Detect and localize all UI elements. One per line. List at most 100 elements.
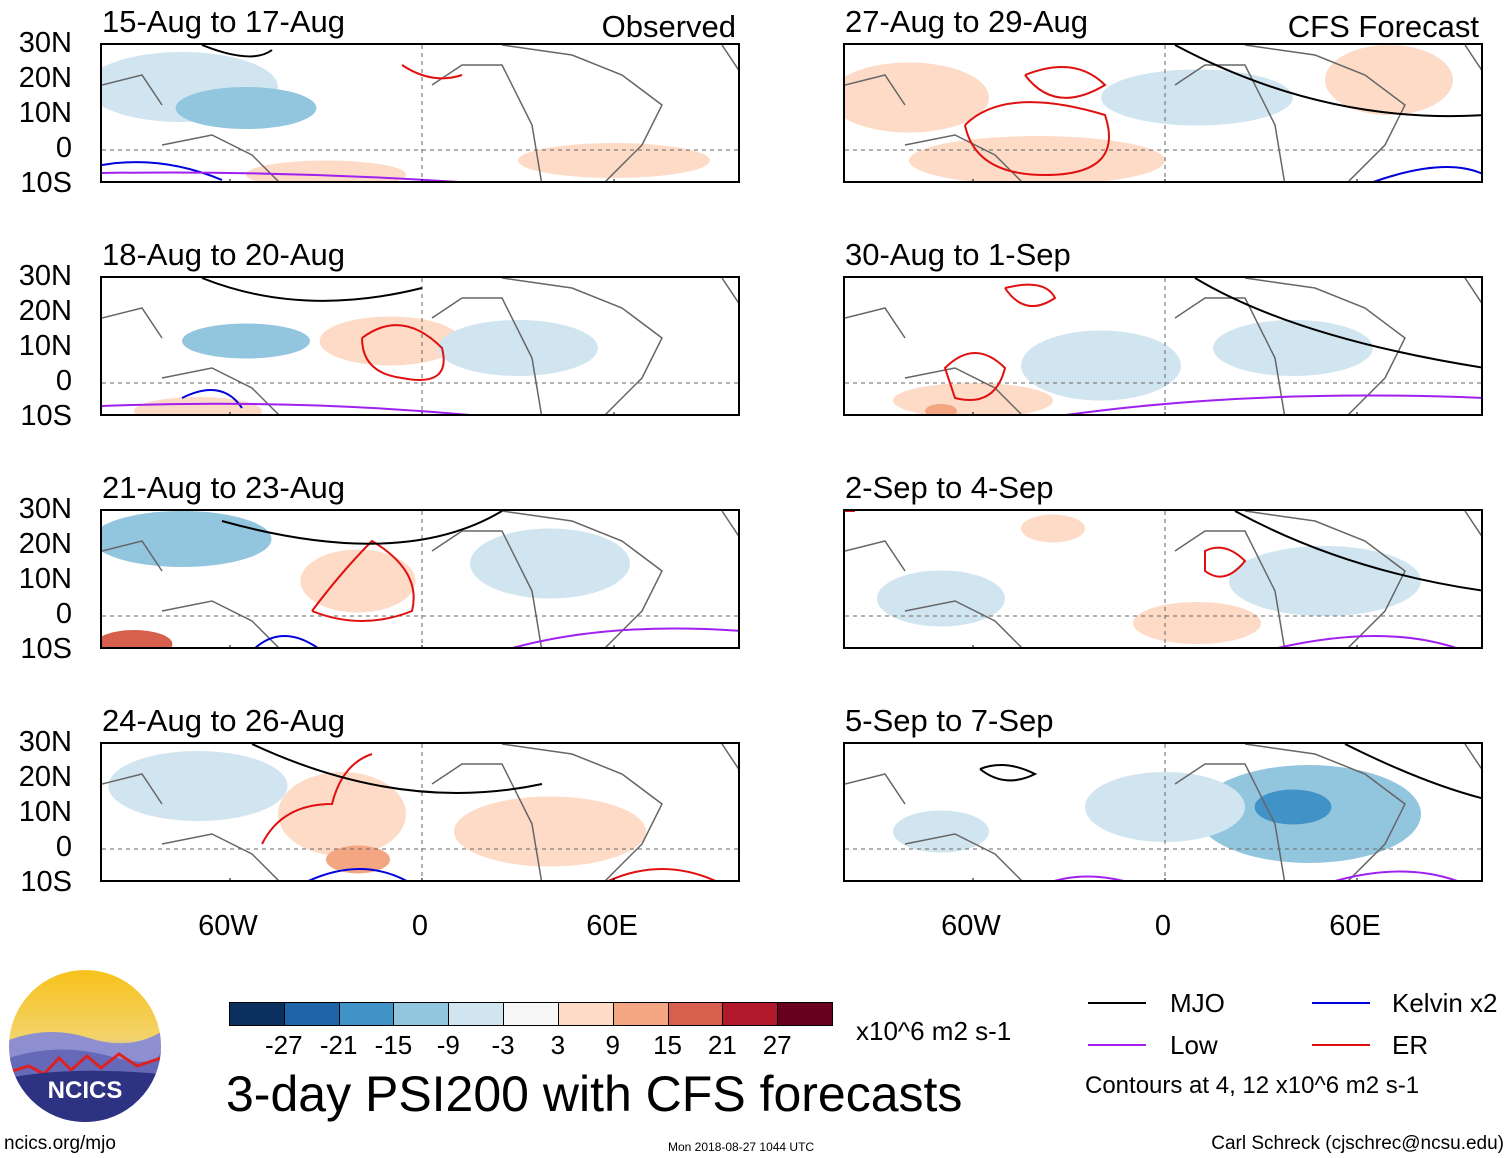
colorbar-units: x10^6 m2 s-1 [856, 1016, 1012, 1046]
contour-line [1054, 875, 1124, 880]
colorbar-swatch [338, 1002, 395, 1026]
footer-timestamp: Mon 2018-08-27 1044 UTC [668, 1140, 815, 1154]
anomaly-shading [893, 810, 989, 853]
legend-line-kelvin [1312, 1002, 1370, 1004]
contour-line [255, 635, 318, 647]
colorbar-swatch [557, 1002, 614, 1026]
contour-line [964, 101, 1110, 177]
contour-line [1335, 870, 1458, 880]
legend-label-kelvin: Kelvin x2 [1392, 988, 1498, 1018]
contour-line [102, 161, 223, 181]
map-panel [100, 509, 740, 649]
coastline [845, 278, 1481, 414]
map-panel [100, 276, 740, 416]
colorbar-label: 9 [605, 1030, 620, 1060]
x-tick-label: 60E [586, 910, 638, 942]
x-tick-label: 60E [1329, 910, 1381, 942]
contour-line [1065, 394, 1481, 414]
legend-line-mjo [1088, 1002, 1146, 1004]
y-tick-label: 0 [55, 365, 72, 397]
anomaly-shading [326, 845, 390, 874]
anomaly-shading [925, 404, 957, 414]
y-tick-label: 30N [18, 260, 72, 292]
panel-title: 15-Aug to 17-Aug [102, 4, 346, 39]
colorbar-label: -15 [374, 1030, 413, 1060]
panel-title: 18-Aug to 20-Aug [102, 237, 346, 272]
panel-title: 21-Aug to 23-Aug [102, 470, 346, 505]
y-tick-label: 0 [55, 831, 72, 863]
anomaly-shading [108, 751, 288, 821]
y-tick-label: 10N [18, 796, 72, 828]
colorbar-label: 3 [550, 1030, 566, 1060]
coastline [102, 511, 738, 647]
legend-label-low: Low [1170, 1030, 1218, 1060]
y-tick-label: 10S [20, 866, 72, 898]
coastline [102, 278, 738, 414]
contour-line [201, 45, 273, 58]
logo-graphic: NCICS [9, 970, 161, 1122]
anomaly-shading [1021, 330, 1181, 401]
colorbar-swatch [448, 1002, 505, 1026]
contour-note: Contours at 4, 12 x10^6 m2 s-1 [1085, 1072, 1420, 1099]
anomaly-shading [102, 511, 272, 567]
y-tick-label: 10S [20, 167, 72, 199]
ncics-logo: NCICS [9, 970, 161, 1122]
anomaly-shading [845, 62, 989, 133]
contour-line [311, 539, 415, 622]
contour-line [102, 171, 460, 181]
legend-line-er [1312, 1044, 1370, 1046]
y-tick-label: 10N [18, 563, 72, 595]
contour-line [261, 753, 373, 845]
colorbar-swatch [722, 1002, 779, 1026]
y-tick-label: 10S [20, 633, 72, 665]
colorbar-label: 27 [762, 1030, 792, 1060]
anomaly-shading [470, 528, 630, 599]
y-tick-label: 20N [18, 761, 72, 793]
contour-line [1194, 278, 1481, 369]
y-tick-label: 30N [18, 726, 72, 758]
contour-line [251, 744, 543, 794]
panel-title: 2-Sep to 4-Sep [845, 470, 1054, 505]
anomaly-shading [182, 323, 310, 359]
contour-line [361, 324, 445, 381]
panel-tag: CFS Forecast [1287, 9, 1479, 44]
y-tick-label: 10N [18, 330, 72, 362]
anomaly-shading [246, 160, 406, 181]
colorbar-label: -9 [436, 1030, 460, 1060]
anomaly-shading [909, 136, 1165, 181]
panel-title: 30-Aug to 1-Sep [845, 237, 1071, 272]
map-panel [100, 742, 740, 882]
colorbar-swatch [283, 1002, 340, 1026]
anomaly-shading [278, 772, 406, 856]
y-tick-label: 10N [18, 97, 72, 129]
contour-line [401, 64, 463, 80]
map-panel [100, 43, 740, 183]
footer-site-link[interactable]: ncics.org/mjo [4, 1133, 116, 1154]
colorbar-swatch [777, 1002, 833, 1026]
contour-line [1204, 546, 1247, 578]
colorbar-swatch [667, 1002, 724, 1026]
contour-line [1373, 166, 1481, 181]
panel-title: 27-Aug to 29-Aug [845, 4, 1089, 39]
colorbar-label: 21 [707, 1030, 737, 1060]
contour-line [979, 764, 1038, 782]
colorbar-label: -21 [319, 1030, 358, 1060]
contour-line [1277, 635, 1457, 647]
panel-title: 5-Sep to 7-Sep [845, 703, 1054, 738]
y-tick-label: 20N [18, 295, 72, 327]
anomaly-shading [1133, 602, 1261, 644]
y-tick-label: 30N [18, 27, 72, 59]
contour-line [943, 352, 1007, 401]
contour-line [608, 868, 716, 880]
footer-author: Carl Schreck (cjschrec@ncsu.edu) [1211, 1133, 1504, 1154]
colorbar-label: 15 [653, 1030, 682, 1060]
colorbar-label: -27 [265, 1030, 303, 1060]
panel-tag: Observed [601, 9, 736, 44]
chart-title: 3-day PSI200 with CFS forecasts [226, 1066, 963, 1122]
y-tick-label: 0 [55, 598, 72, 630]
contour-line [102, 402, 471, 414]
contour-line [308, 868, 407, 880]
colorbar-label: -3 [491, 1030, 515, 1060]
coastline [845, 744, 1481, 880]
contour-line [221, 511, 503, 545]
